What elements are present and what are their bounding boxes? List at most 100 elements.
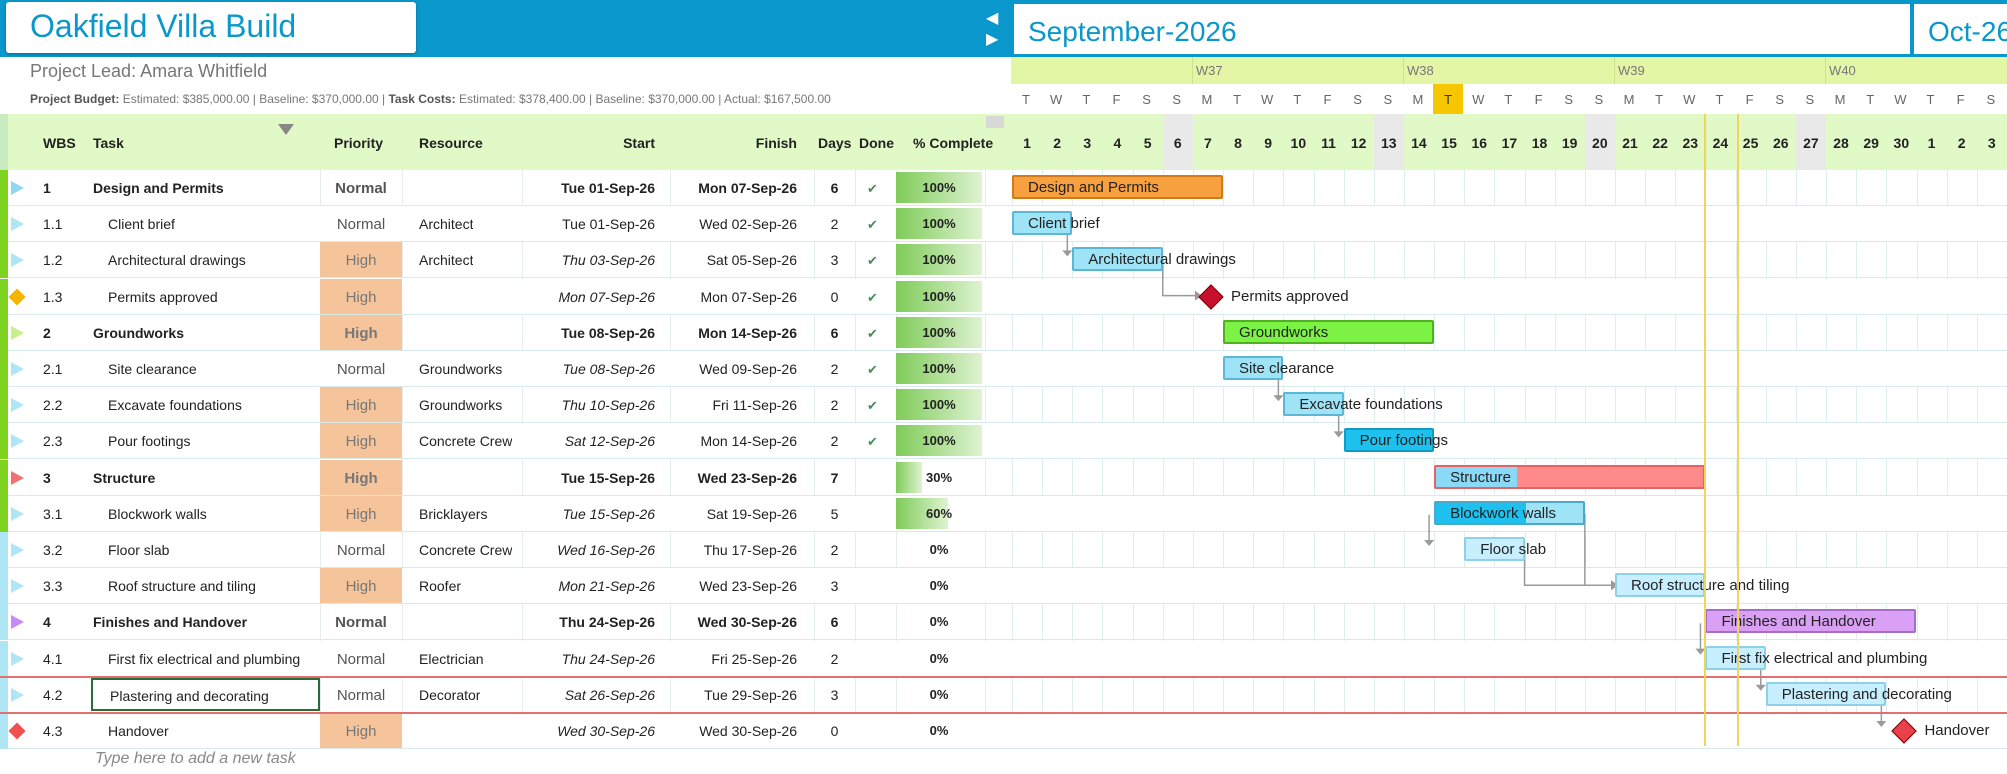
percent-complete-cell[interactable]: 0% [929,578,949,594]
done-check-icon[interactable]: ✔ [867,289,878,305]
task-name-cell[interactable]: Plastering and decorating [91,677,320,711]
days-cell[interactable]: 7 [830,469,839,486]
task-name-cell[interactable]: Excavate foundations [108,397,242,414]
task-name-cell[interactable]: Site clearance [108,361,197,377]
day-number[interactable]: 2 [1957,135,1966,151]
priority-cell[interactable]: Normal [336,361,386,378]
day-number[interactable]: 3 [1083,135,1092,151]
table-row[interactable]: 4 Finishes and Handover Normal Thu 24-Sep-2… [0,604,2007,641]
priority-cell[interactable]: High [320,278,402,314]
resource-cell[interactable]: Concrete Crew [419,433,513,450]
start-cell[interactable]: Thu 24-Sep-26 [561,650,655,667]
day-number[interactable]: 19 [1561,135,1578,151]
days-cell[interactable]: 0 [830,288,839,305]
task-name-cell[interactable]: Architectural drawings [108,252,246,269]
day-number[interactable]: 30 [1893,135,1910,151]
col-days[interactable]: Days [818,135,852,151]
table-row[interactable]: 1.2 Architectural drawings High Architect Th… [0,242,2007,279]
day-number[interactable]: 22 [1652,135,1668,151]
days-cell[interactable]: 5 [830,505,839,522]
percent-complete-cell[interactable]: 0% [929,650,949,666]
col-pct[interactable]: % Complete [913,135,994,151]
start-cell[interactable]: Sat 26-Sep-26 [564,686,655,703]
col-wbs[interactable]: WBS [43,135,76,151]
col-priority[interactable]: Priority [334,135,384,151]
day-number[interactable]: 21 [1622,135,1638,151]
task-name-cell[interactable]: Finishes and Handover [93,614,248,631]
days-cell[interactable]: 2 [830,361,839,377]
priority-cell[interactable]: Normal [336,216,386,234]
table-row[interactable]: 2.2 Excavate foundations High Groundworks Th… [0,387,2007,424]
start-cell[interactable]: Mon 07-Sep-26 [558,288,655,305]
priority-cell[interactable]: High [320,423,402,459]
task-name-cell[interactable]: Design and Permits [93,180,224,196]
finish-cell[interactable]: Wed 09-Sep-26 [699,361,797,377]
table-row[interactable]: 4.3 Handover High Wed 30-Sep-26 Wed 30-Sep-2… [0,713,2007,749]
finish-cell[interactable]: Mon 14-Sep-26 [700,433,797,450]
day-number[interactable]: 2 [1053,135,1062,151]
gantt-bar[interactable]: Roof structure and tiling [1615,573,1789,598]
table-row[interactable]: 2 Groundworks High Tue 08-Sep-26 Mon 14-Sep-… [0,314,2007,351]
finish-cell[interactable]: Wed 23-Sep-26 [697,469,797,486]
finish-cell[interactable]: Wed 23-Sep-26 [699,578,797,595]
finish-cell[interactable]: Sat 19-Sep-26 [706,505,797,522]
resource-cell[interactable]: Roofer [419,578,462,595]
priority-cell[interactable]: High [320,713,402,748]
days-cell[interactable]: 2 [830,397,839,414]
day-number[interactable]: 17 [1501,135,1518,151]
table-row[interactable]: 4.1 First fix electrical and plumbing Norm… [0,640,2007,677]
percent-complete-cell[interactable]: 30% [925,469,953,485]
percent-complete-cell[interactable]: 100% [922,252,956,268]
day-number[interactable]: 28 [1833,135,1849,151]
start-cell[interactable]: Sat 12-Sep-26 [564,433,655,450]
priority-cell[interactable]: High [320,387,402,423]
day-number[interactable]: 16 [1471,135,1488,151]
days-cell[interactable]: 6 [830,324,839,341]
resource-cell[interactable]: Groundworks [419,397,503,414]
done-check-icon[interactable]: ✔ [867,325,878,341]
priority-cell[interactable]: Normal [336,542,386,559]
day-number[interactable]: 11 [1321,135,1336,151]
day-number[interactable]: 6 [1162,114,1193,170]
finish-cell[interactable]: Mon 14-Sep-26 [698,324,797,341]
gantt-bar[interactable]: Architectural drawings [1072,247,1236,272]
task-name-cell[interactable]: Floor slab [108,542,170,558]
done-check-icon[interactable]: ✔ [867,181,878,196]
table-row[interactable]: 3.2 Floor slab Normal Concrete Crew Wed 16-S… [0,532,2007,568]
resource-cell[interactable]: Decorator [419,686,481,703]
col-finish[interactable]: Finish [755,135,797,151]
gantt-bar[interactable]: Site clearance [1223,356,1334,380]
done-check-icon[interactable]: ✔ [867,398,878,414]
gantt-bar[interactable]: Pour footings [1343,428,1448,453]
task-name-cell[interactable]: Pour footings [108,433,191,450]
day-number[interactable]: 7 [1203,135,1212,151]
day-number[interactable]: 20 [1584,114,1615,170]
table-row[interactable]: 3.1 Blockwork walls High Bricklayers Tue 15-… [0,495,2007,532]
resource-cell[interactable]: Concrete Crew [419,542,513,558]
start-cell[interactable]: Tue 01-Sep-26 [562,216,655,233]
finish-cell[interactable]: Mon 07-Sep-26 [700,288,797,305]
done-check-icon[interactable]: ✔ [867,253,878,269]
days-cell[interactable]: 6 [830,180,839,196]
start-cell[interactable]: Thu 03-Sep-26 [561,252,655,269]
task-name-cell[interactable]: Handover [108,723,169,739]
scroll-left-icon[interactable]: ◀ [986,10,999,27]
start-cell[interactable]: Tue 08-Sep-26 [561,324,655,341]
day-number[interactable]: 29 [1863,135,1879,151]
start-cell[interactable]: Tue 15-Sep-26 [561,469,655,486]
percent-complete-cell[interactable]: 0% [929,614,949,630]
finish-cell[interactable]: Thu 17-Sep-26 [703,542,797,558]
task-name-cell[interactable]: Blockwork walls [108,505,207,522]
finish-cell[interactable]: Fri 25-Sep-26 [711,650,797,667]
col-start[interactable]: Start [623,135,655,151]
resource-cell[interactable]: Bricklayers [419,505,488,522]
day-number[interactable]: 18 [1531,135,1548,151]
resource-cell[interactable]: Groundworks [419,361,503,377]
day-number[interactable]: 9 [1264,135,1273,151]
day-number[interactable]: 1 [1927,135,1936,151]
priority-cell[interactable]: High [320,314,402,350]
gantt-bar[interactable]: Blockwork walls [1434,500,1585,525]
done-check-icon[interactable]: ✔ [867,217,878,233]
done-check-icon[interactable]: ✔ [867,434,878,450]
day-number[interactable]: 8 [1234,135,1242,151]
